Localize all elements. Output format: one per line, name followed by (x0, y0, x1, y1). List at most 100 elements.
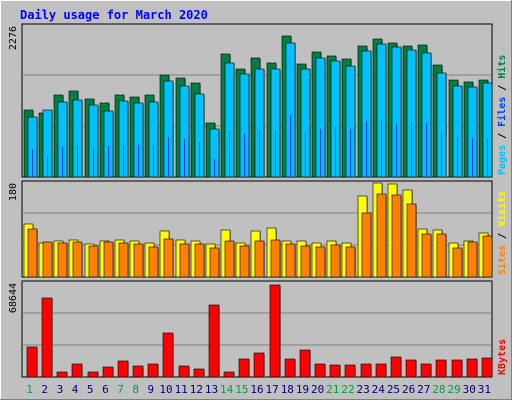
x-tick-label-day-9: 9 (148, 383, 155, 396)
x-tick-label-day-26: 26 (402, 383, 415, 396)
bar-pages-day-14 (229, 131, 230, 177)
x-tick-label-day-30: 30 (463, 383, 476, 396)
bar-pages-day-17 (275, 130, 276, 177)
bar-pages-day-26 (411, 122, 412, 177)
x-tick-label-day-6: 6 (102, 383, 109, 396)
bar-kbytes-day-29 (451, 359, 463, 378)
bar-pages-day-22 (350, 129, 351, 177)
bar-pages-day-18 (290, 115, 291, 177)
bar-kbytes-day-20 (314, 363, 326, 378)
x-tick-label-day-3: 3 (57, 383, 64, 396)
bar-kbytes-day-12 (193, 368, 205, 378)
bar-sites-day-3 (57, 242, 68, 278)
bar-sites-day-27 (421, 233, 432, 278)
x-tick-label-day-31: 31 (478, 383, 491, 396)
x-tick-label-day-28: 28 (432, 383, 445, 396)
bar-sites-day-9 (148, 246, 159, 278)
bar-pages-day-11 (184, 139, 185, 177)
bar-pages-day-2 (47, 156, 48, 177)
bar-pages-day-20 (320, 129, 321, 177)
label-visits: Visits (496, 191, 508, 227)
bar-sites-day-7 (118, 242, 129, 278)
bar-pages-day-19 (305, 132, 306, 177)
bar-pages-day-6 (108, 146, 109, 177)
x-tick-label-day-15: 15 (235, 383, 248, 396)
x-tick-label-day-12: 12 (190, 383, 203, 396)
bar-sites-day-19 (300, 245, 311, 278)
chart-title: Daily usage for March 2020 (20, 8, 208, 22)
bar-kbytes-day-24 (375, 363, 387, 378)
bar-kbytes-day-2 (41, 297, 53, 378)
bar-sites-day-26 (406, 203, 417, 278)
x-tick-label-day-10: 10 (159, 383, 172, 396)
bar-kbytes-day-26 (405, 359, 417, 378)
bar-sites-day-17 (270, 239, 281, 278)
bar-sites-day-8 (133, 243, 144, 278)
bar-pages-day-13 (214, 159, 215, 177)
x-tick-label-day-1: 1 (26, 383, 33, 396)
bar-sites-day-30 (467, 241, 478, 278)
bar-sites-day-28 (436, 233, 447, 278)
bar-kbytes-day-25 (390, 356, 402, 378)
bar-sites-day-16 (254, 240, 265, 278)
y-tick-label: 68644 (8, 283, 19, 313)
x-tick-label-day-14: 14 (220, 383, 234, 396)
bar-sites-day-15 (239, 245, 250, 278)
bar-sites-day-21 (330, 244, 341, 278)
x-tick-label-day-19: 19 (296, 383, 309, 396)
y-tick-label: 180 (8, 183, 19, 201)
bar-sites-day-20 (315, 246, 326, 278)
bar-pages-day-24 (381, 120, 382, 177)
bar-pages-day-27 (426, 123, 427, 177)
bar-pages-day-31 (487, 138, 488, 177)
bar-kbytes-day-4 (71, 363, 83, 378)
bar-kbytes-day-27 (420, 363, 432, 378)
x-tick-label-day-25: 25 (387, 383, 400, 396)
bar-sites-day-13 (209, 247, 220, 278)
bar-kbytes-day-10 (162, 332, 174, 378)
bar-pages-day-10 (168, 137, 169, 177)
bar-sites-day-6 (103, 241, 114, 278)
bar-sites-day-14 (224, 240, 235, 278)
bar-sites-day-10 (163, 238, 174, 278)
x-tick-label-day-27: 27 (417, 383, 430, 396)
bar-sites-day-24 (376, 193, 387, 278)
x-tick-label-day-4: 4 (72, 383, 79, 396)
x-tick-label-day-8: 8 (132, 383, 139, 396)
bar-sites-day-31 (482, 235, 493, 278)
bar-kbytes-day-3 (56, 371, 68, 378)
bar-kbytes-day-19 (299, 349, 311, 378)
bar-pages-day-21 (335, 127, 336, 177)
bar-pages-day-30 (472, 138, 473, 177)
bar-kbytes-day-23 (360, 363, 372, 378)
bar-pages-day-7 (123, 145, 124, 177)
bar-pages-day-16 (259, 130, 260, 177)
series-axis-label: Pages / Files / Hits (496, 55, 508, 175)
bar-pages-day-15 (244, 134, 245, 177)
bar-pages-day-9 (153, 145, 154, 177)
bar-kbytes-day-28 (435, 359, 447, 378)
x-tick-label-day-13: 13 (205, 383, 218, 396)
series-axis-label: KBytes (497, 339, 508, 375)
x-tick-label-day-24: 24 (372, 383, 386, 396)
label-separator: / (497, 127, 508, 145)
x-tick-label-day-18: 18 (281, 383, 294, 396)
bar-kbytes-day-7 (117, 360, 129, 378)
label-kbytes: KBytes (497, 339, 508, 375)
bar-sites-day-4 (72, 241, 83, 278)
bar-pages-day-23 (366, 121, 367, 177)
x-tick-label-day-7: 7 (117, 383, 124, 396)
label-sites: Sites (496, 245, 508, 275)
x-tick-label-day-20: 20 (311, 383, 324, 396)
bar-kbytes-day-18 (284, 358, 296, 378)
y-tick-label: 2276 (8, 26, 19, 50)
label-pages: Pages (497, 145, 508, 175)
x-tick-label-day-23: 23 (357, 383, 370, 396)
bar-pages-day-29 (457, 137, 458, 177)
label-hits: Hits (496, 55, 508, 79)
bar-pages-day-1 (32, 149, 33, 177)
series-axis-label: Sites / Visits (496, 191, 508, 275)
bar-kbytes-day-16 (253, 352, 265, 378)
